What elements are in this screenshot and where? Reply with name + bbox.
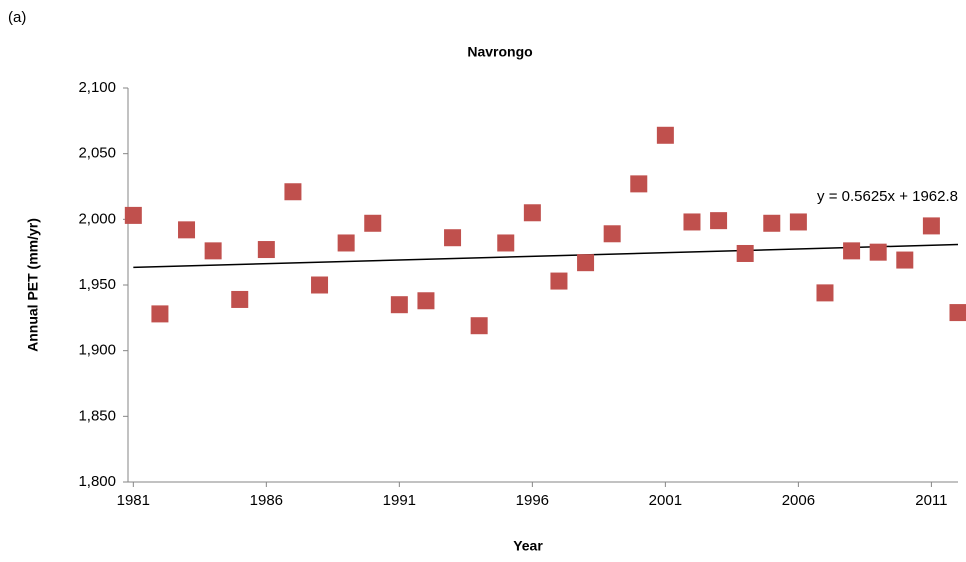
point (870, 244, 887, 261)
point (205, 242, 222, 259)
point (231, 291, 248, 308)
point (604, 225, 621, 242)
point (125, 207, 142, 224)
y-tick-label: 1,800 (78, 473, 116, 490)
y-tick-label: 2,000 (78, 210, 116, 227)
x-tick-label: 1996 (516, 492, 549, 509)
point (178, 221, 195, 238)
point (843, 242, 860, 259)
point (950, 304, 966, 321)
point (364, 215, 381, 232)
point (630, 175, 647, 192)
point (763, 215, 780, 232)
point (258, 241, 275, 258)
point (816, 284, 833, 301)
point (497, 234, 514, 251)
x-tick-label: 1981 (117, 492, 150, 509)
x-tick-label: 2006 (782, 492, 815, 509)
point (737, 245, 754, 262)
x-tick-label: 1986 (250, 492, 283, 509)
point (790, 213, 807, 230)
trendline-equation: y = 0.5625x + 1962.8 (817, 188, 958, 205)
point (524, 204, 541, 221)
y-tick-label: 2,100 (78, 79, 116, 96)
point (471, 317, 488, 334)
trendline (133, 245, 958, 268)
y-axis-label: Annual PET (mm/yr) (25, 218, 41, 352)
x-axis-label: Year (513, 538, 543, 554)
point (284, 183, 301, 200)
y-tick-label: 1,900 (78, 342, 116, 359)
point (391, 296, 408, 313)
point (683, 213, 700, 230)
point (338, 234, 355, 251)
point (923, 217, 940, 234)
point (577, 254, 594, 271)
point (311, 277, 328, 294)
x-tick-label: 2011 (915, 492, 947, 509)
point (151, 305, 168, 322)
point (417, 292, 434, 309)
x-tick-label: 2001 (649, 492, 682, 509)
y-tick-label: 1,950 (78, 276, 116, 293)
y-tick-label: 1,850 (78, 407, 116, 424)
point (657, 127, 674, 144)
point (896, 252, 913, 269)
panel-label: (a) (8, 9, 26, 26)
chart-title: Navrongo (467, 44, 532, 60)
point (550, 273, 567, 290)
x-tick-label: 1991 (383, 492, 416, 509)
point (710, 212, 727, 229)
point (444, 229, 461, 246)
y-tick-label: 2,050 (78, 145, 116, 162)
